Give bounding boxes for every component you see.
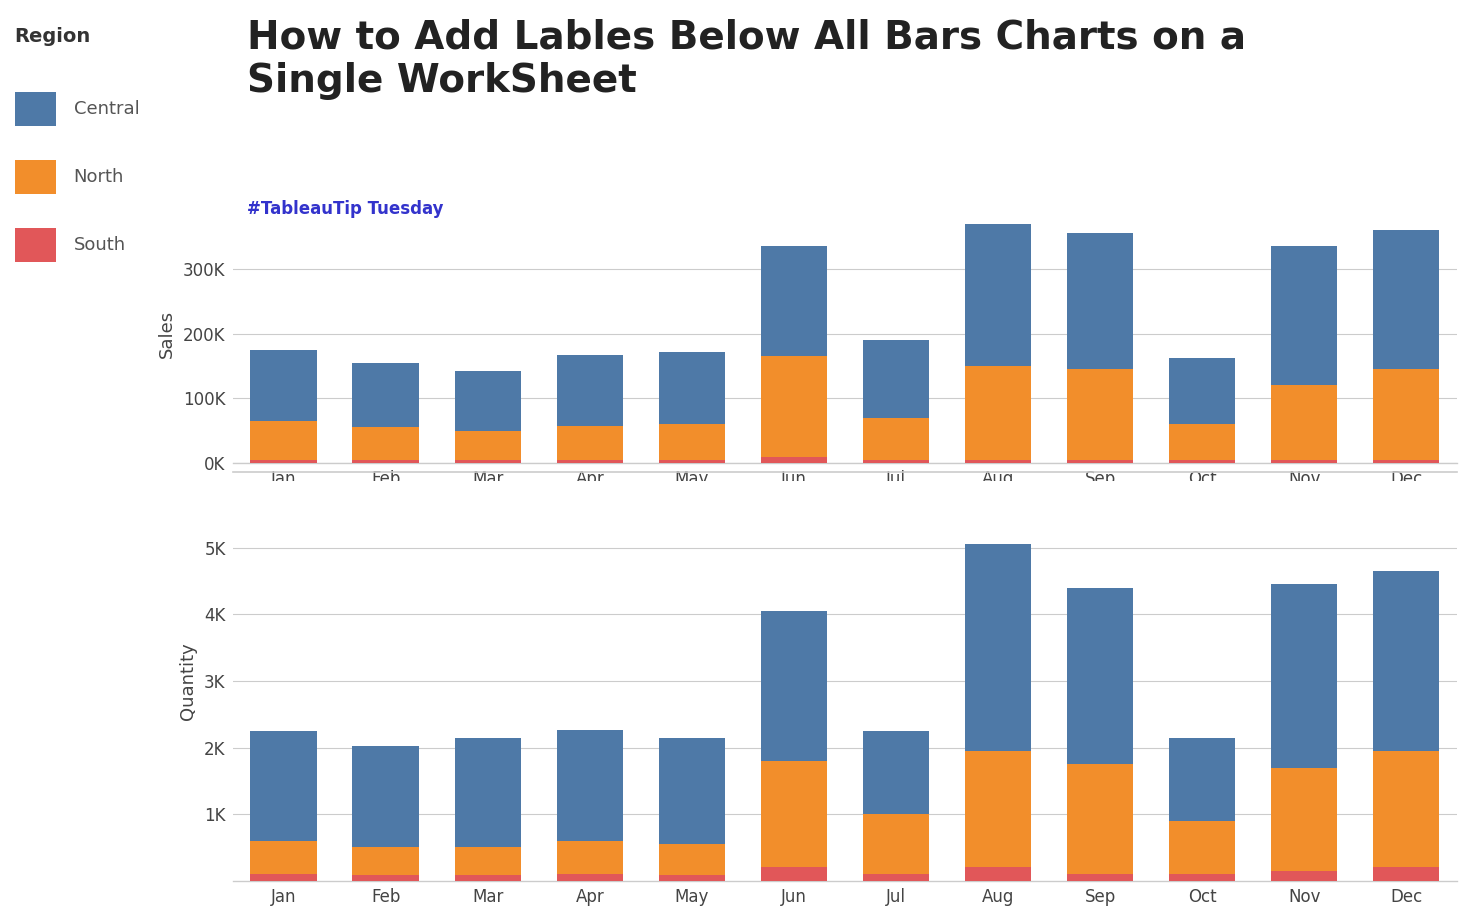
Bar xyxy=(250,874,316,881)
Bar xyxy=(863,459,929,463)
Bar xyxy=(455,738,521,847)
Bar xyxy=(455,459,521,463)
Bar xyxy=(964,366,1032,459)
Bar xyxy=(658,459,726,463)
Bar xyxy=(1270,459,1338,463)
Bar xyxy=(556,730,623,842)
Bar xyxy=(964,545,1032,751)
Bar xyxy=(761,457,827,463)
Bar xyxy=(863,731,929,814)
Bar xyxy=(1169,874,1235,881)
Bar xyxy=(1169,424,1235,459)
Bar xyxy=(761,356,827,457)
Bar xyxy=(1373,751,1440,867)
Bar xyxy=(658,424,726,459)
Y-axis label: Quantity: Quantity xyxy=(180,642,197,720)
Bar xyxy=(964,223,1032,366)
Bar xyxy=(250,459,316,463)
Bar xyxy=(964,459,1032,463)
Bar xyxy=(352,847,420,875)
Bar xyxy=(964,751,1032,867)
Text: How to Add Lables Below All Bars Charts on a
Single WorkSheet: How to Add Lables Below All Bars Charts … xyxy=(247,18,1247,100)
Bar xyxy=(250,841,316,874)
Bar xyxy=(352,363,420,428)
Bar xyxy=(455,847,521,875)
Bar xyxy=(1373,459,1440,463)
Bar xyxy=(761,611,827,761)
Bar xyxy=(1270,585,1338,767)
Bar xyxy=(863,418,929,459)
Bar xyxy=(556,842,623,874)
Bar xyxy=(352,428,420,459)
Bar xyxy=(1067,874,1133,881)
Bar xyxy=(1373,867,1440,881)
Bar xyxy=(1067,765,1133,874)
Bar xyxy=(1169,459,1235,463)
Bar xyxy=(1067,587,1133,765)
Bar xyxy=(352,459,420,463)
Bar xyxy=(455,875,521,881)
Bar xyxy=(863,340,929,418)
Bar xyxy=(1270,871,1338,881)
Text: North: North xyxy=(74,168,124,186)
Bar xyxy=(455,430,521,459)
Bar xyxy=(1270,246,1338,385)
Text: Region: Region xyxy=(15,27,91,46)
Bar xyxy=(863,874,929,881)
Bar xyxy=(964,867,1032,881)
Text: #TableauTip Tuesday: #TableauTip Tuesday xyxy=(247,200,443,218)
Bar xyxy=(1373,230,1440,370)
Bar xyxy=(761,761,827,867)
Bar xyxy=(455,371,521,430)
Bar xyxy=(556,426,623,459)
Bar xyxy=(658,351,726,424)
Text: South: South xyxy=(74,236,125,254)
Y-axis label: Sales: Sales xyxy=(158,310,177,358)
Bar xyxy=(1169,359,1235,424)
Bar xyxy=(250,350,316,421)
Bar xyxy=(556,355,623,426)
Text: Central: Central xyxy=(74,100,140,118)
Bar xyxy=(761,867,827,881)
Bar xyxy=(1270,385,1338,459)
Bar xyxy=(761,246,827,356)
Bar xyxy=(1067,459,1133,463)
Bar xyxy=(863,814,929,874)
Bar xyxy=(556,874,623,881)
Bar xyxy=(1270,767,1338,871)
Bar xyxy=(658,874,726,881)
Bar xyxy=(352,875,420,881)
Bar xyxy=(1373,370,1440,459)
Bar xyxy=(1373,571,1440,751)
Bar xyxy=(1169,821,1235,874)
Bar xyxy=(250,731,316,841)
Bar xyxy=(352,745,420,847)
Bar xyxy=(1169,737,1235,821)
Bar xyxy=(1067,370,1133,459)
Bar xyxy=(1067,233,1133,370)
Bar xyxy=(658,737,726,844)
Bar xyxy=(556,459,623,463)
Bar xyxy=(658,844,726,874)
Bar xyxy=(250,421,316,459)
